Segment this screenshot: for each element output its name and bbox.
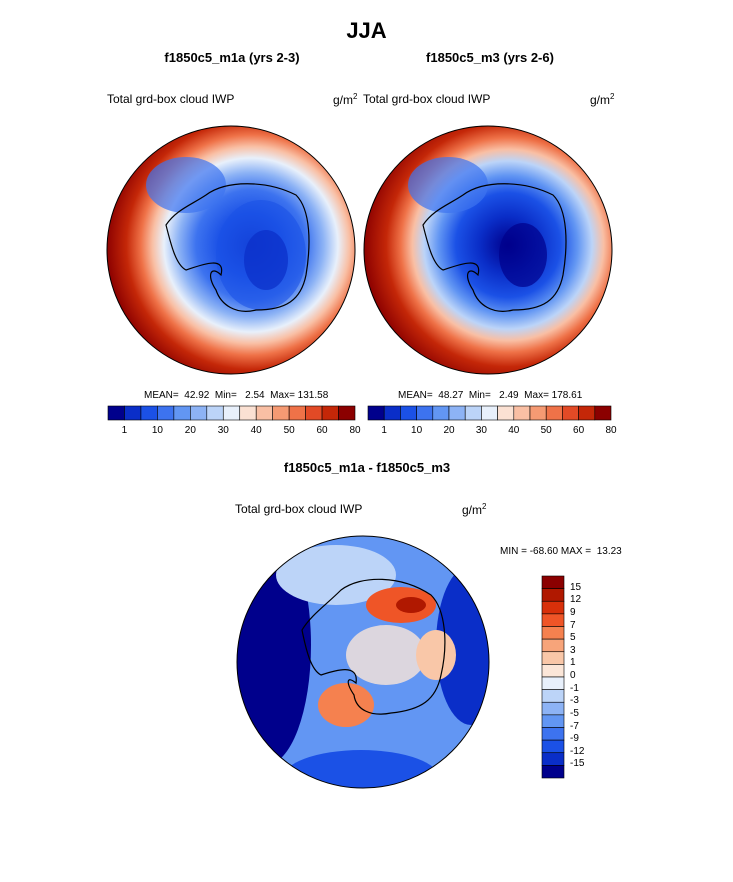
- panel-3-variable: Total grd-box cloud IWP: [235, 502, 363, 516]
- colorbar-2-tick-label: 1: [381, 425, 387, 436]
- panel-1-units: g/m2: [333, 92, 358, 107]
- colorbar-2-tick-label: 60: [573, 425, 585, 436]
- colorbar-diff-swatch: [541, 626, 565, 640]
- colorbar-1-swatch: [173, 405, 191, 421]
- colorbar-1-swatch: [255, 405, 273, 421]
- map-panel-2: [363, 125, 613, 375]
- panel-2-units: g/m2: [590, 92, 615, 107]
- panel-2-stats: MEAN= 48.27 Min= 2.49 Max= 178.61: [398, 390, 583, 401]
- colorbar-1-tick-label: 50: [283, 425, 295, 436]
- colorbar-diff-tick-label: -15: [570, 758, 585, 770]
- colorbar-2-swatch: [383, 405, 401, 421]
- colorbar-diff-swatch: [541, 765, 565, 779]
- panel-1-title: f1850c5_m1a (yrs 2-3): [164, 50, 300, 65]
- colorbar-1-tick-label: 40: [250, 425, 262, 436]
- colorbar-1-tick-label: 10: [151, 425, 163, 436]
- panel-2-variable: Total grd-box cloud IWP: [363, 92, 491, 106]
- colorbar-1-swatch: [107, 405, 125, 421]
- colorbar-2-swatch: [578, 405, 596, 421]
- colorbar-diff-tick-label: -1: [570, 682, 579, 694]
- colorbar-1-swatch: [124, 405, 142, 421]
- colorbar-2-swatch: [464, 405, 482, 421]
- colorbar-2-swatch: [545, 405, 563, 421]
- colorbar-2-tick-label: 40: [508, 425, 520, 436]
- colorbar-1-swatch: [321, 405, 339, 421]
- colorbar-2-swatch: [400, 405, 417, 421]
- colorbar-2-tick-label: 30: [475, 425, 487, 436]
- colorbar-diff-swatch: [541, 588, 565, 602]
- colorbar-1-swatch: [222, 405, 241, 421]
- map-panel-3: [236, 535, 490, 789]
- antarctica-coastline: [422, 183, 567, 312]
- panel-1-stats: MEAN= 42.92 Min= 2.54 Max= 131.58: [144, 390, 329, 401]
- colorbar-1: [107, 405, 356, 421]
- colorbar-diff-swatch: [541, 613, 565, 627]
- antarctica-coastline: [301, 578, 446, 715]
- colorbar-1-swatch: [305, 405, 323, 421]
- colorbar-2-swatch: [416, 405, 434, 421]
- colorbar-1-tick-label: 1: [121, 425, 128, 436]
- colorbar-diff-tick-label: -9: [570, 733, 579, 745]
- panel-3-units: g/m2: [462, 502, 487, 517]
- antarctica-coastline: [165, 183, 310, 312]
- colorbar-diff-tick-label: -7: [570, 720, 579, 732]
- colorbar-diff-tick-label: 12: [570, 594, 582, 606]
- colorbar-diff-tick-label: 9: [570, 606, 576, 618]
- colorbar-diff-tick-label: 5: [570, 632, 576, 644]
- colorbar-2-tick-label: 80: [605, 425, 617, 436]
- colorbar-2-swatch: [497, 405, 515, 421]
- colorbar-diff-swatch: [541, 664, 565, 678]
- colorbar-2-swatch: [562, 405, 579, 421]
- colorbar-2-swatch: [529, 405, 547, 421]
- colorbar-diff-tick-label: -12: [570, 745, 585, 757]
- colorbar-1-swatch: [272, 405, 290, 421]
- colorbar-diff-swatch: [541, 600, 565, 615]
- colorbar-1-swatch: [190, 405, 208, 421]
- colorbar-1-swatch: [239, 405, 257, 421]
- colorbar-diff-swatch: [541, 676, 565, 690]
- colorbar-1-swatch: [140, 405, 158, 421]
- colorbar-1-swatch: [288, 405, 306, 421]
- colorbar-2-tick-label: 20: [443, 425, 455, 436]
- colorbar-diff-swatch: [541, 575, 565, 589]
- colorbar-2-swatch: [481, 405, 498, 421]
- panel-3-title: f1850c5_m1a - f1850c5_m3: [283, 460, 451, 475]
- colorbar-diff-tick-label: 0: [570, 670, 576, 681]
- colorbar-1-tick-label: 80: [349, 425, 361, 436]
- colorbar-diff-swatch: [541, 714, 565, 728]
- colorbar-diff-tick-label: 1: [570, 657, 576, 669]
- colorbar-diff-tick-label: 3: [570, 644, 576, 656]
- colorbar-2: [367, 405, 612, 421]
- colorbar-diff-tick-label: 15: [570, 581, 582, 593]
- colorbar-1-tick-label: 30: [217, 425, 229, 436]
- colorbar-2-swatch: [432, 405, 450, 421]
- colorbar-2-swatch: [448, 405, 466, 421]
- colorbar-2-swatch: [594, 405, 612, 421]
- colorbar-2-tick-label: 10: [411, 425, 423, 436]
- colorbar-2-swatch: [367, 405, 385, 421]
- map-panel-1: [106, 125, 356, 375]
- colorbar-diff-swatch: [541, 638, 565, 653]
- panel-3-stats: MIN = -68.60 MAX = 13.23: [500, 546, 622, 557]
- colorbar-1-tick-label: 20: [184, 425, 196, 436]
- colorbar-diff-swatch: [541, 689, 565, 703]
- main-title: JJA: [346, 18, 387, 43]
- colorbar-2-swatch: [513, 405, 531, 421]
- colorbar-diff-swatch: [541, 752, 565, 766]
- colorbar-diff-tick-label: 7: [570, 619, 576, 631]
- colorbar-1-tick-label: 60: [316, 425, 328, 436]
- colorbar-diff-swatch: [541, 701, 565, 716]
- colorbar-diff-tick-label: -3: [570, 695, 579, 707]
- colorbar-2-tick-label: 50: [540, 425, 552, 436]
- colorbar-1-swatch: [338, 405, 356, 421]
- colorbar-diff-swatch: [541, 739, 565, 754]
- colorbar-1-swatch: [157, 405, 175, 421]
- colorbar-diff-swatch: [541, 727, 565, 741]
- colorbar-diff: [541, 575, 565, 779]
- colorbar-diff-swatch: [541, 651, 565, 665]
- colorbar-1-swatch: [206, 405, 224, 421]
- panel-1-variable: Total grd-box cloud IWP: [107, 92, 235, 106]
- colorbar-diff-tick-label: -5: [570, 707, 579, 719]
- panel-2-title: f1850c5_m3 (yrs 2-6): [426, 50, 554, 65]
